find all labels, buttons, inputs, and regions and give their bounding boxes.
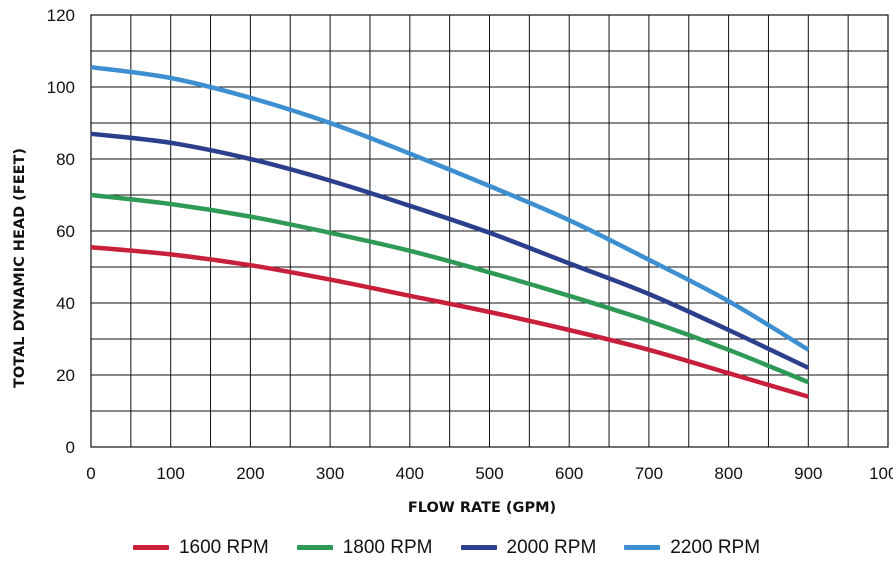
x-tick-label: 700 (635, 464, 663, 483)
legend-label: 1600 RPM (178, 536, 269, 558)
legend-item-2200-rpm: 2200 RPM (624, 537, 760, 559)
x-tick-label: 100 (157, 464, 185, 483)
series-lines (90, 64, 810, 399)
series-line-2200-rpm (90, 64, 810, 352)
x-tick-label: 300 (316, 464, 344, 483)
legend-swatch (624, 545, 661, 550)
legend-swatch (296, 545, 333, 550)
grid (90, 14, 889, 448)
y-tick-label: 20 (56, 366, 75, 385)
y-axis-title: TOTAL DYNAMIC HEAD (FEET) (12, 148, 28, 388)
y-tick-label: 120 (47, 6, 75, 25)
y-tick-label: 100 (47, 78, 75, 97)
x-tick-label: 400 (396, 464, 424, 483)
legend-swatch (132, 545, 169, 550)
x-tick-label: 900 (794, 464, 822, 483)
x-tick-label: 600 (555, 464, 583, 483)
x-tick-label: 800 (714, 464, 742, 483)
series-line-1600-rpm (90, 244, 809, 399)
y-tick-label: 80 (56, 150, 75, 169)
legend-swatch (460, 545, 497, 550)
x-axis-title: FLOW RATE (GPM) (408, 500, 556, 516)
legend-label: 2000 RPM (506, 536, 597, 558)
legend: 1600 RPM 1800 RPM 2000 RPM 2200 RPM (0, 534, 893, 561)
y-tick-label: 60 (56, 222, 75, 241)
y-tick-label: 40 (56, 294, 75, 313)
legend-label: 1800 RPM (342, 536, 433, 558)
series-line-2000-rpm (90, 131, 810, 370)
legend-label: 2200 RPM (670, 536, 761, 558)
x-tick-label: 0 (86, 464, 95, 483)
x-tick-label: 500 (475, 464, 503, 483)
plot-border (90, 14, 889, 448)
series-line-1800-rpm (90, 192, 810, 385)
x-tick-label: 200 (236, 464, 264, 483)
legend-item-2000-rpm: 2000 RPM (460, 536, 597, 559)
legend-item-1600-rpm: 1600 RPM (132, 536, 269, 559)
y-tick-label: 0 (66, 438, 75, 457)
legend-item-1800-rpm: 1800 RPM (296, 536, 433, 559)
